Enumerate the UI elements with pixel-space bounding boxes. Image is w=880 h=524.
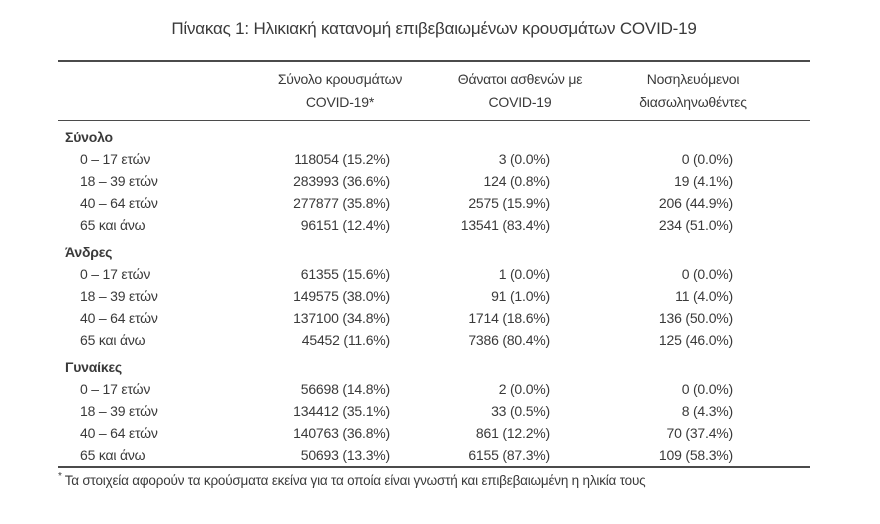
cases-value: 50693 (13.3%) [300, 447, 390, 463]
age-cell: 18 – 39 ετών [80, 288, 158, 304]
intubated-value: 125 (46.0%) [658, 332, 733, 348]
intubated-value: 0 (0.0%) [681, 266, 734, 282]
age-cell: 65 και άνω [80, 447, 146, 463]
table-row: 40 – 64 ετών 137100 (34.8%) 1714 (18.6%)… [58, 307, 810, 329]
cases-value: 283993 (36.6%) [293, 173, 390, 189]
group-row-total: Σύνολο [58, 121, 810, 149]
age-cell: 65 και άνω [80, 217, 146, 233]
table-row: 18 – 39 ετών 283993 (36.6%) 124 (0.8%) 1… [58, 170, 810, 192]
column-header-deaths: Θάνατοι ασθενών με COVID-19 [430, 61, 610, 121]
deaths-value: 124 (0.8%) [483, 173, 551, 189]
column-header-cases-line1: Σύνολο κρουσμάτων [277, 71, 403, 87]
table-title: Πίνακας 1: Ηλικιακή κατανομή επιβεβαιωμέ… [171, 19, 697, 38]
cases-value: 149575 (38.0%) [293, 288, 390, 304]
cases-value: 96151 (12.4%) [300, 217, 390, 233]
intubated-value: 11 (4.0%) [675, 288, 733, 304]
deaths-value: 861 (12.2%) [475, 425, 550, 441]
intubated-value: 0 (0.0%) [681, 151, 734, 167]
column-header-intubated-line1: Νοσηλευόμενοι [646, 71, 740, 87]
deaths-value: 6155 (87.3%) [468, 447, 550, 463]
deaths-value: 13541 (83.4%) [460, 217, 550, 233]
intubated-value: 109 (58.3%) [658, 447, 733, 463]
table-footnote: * Τα στοιχεία αφορούν τα κρούσματα εκείνα… [58, 471, 810, 489]
corner-cell [58, 61, 250, 121]
cases-value: 137100 (34.8%) [293, 310, 390, 326]
table-row: 65 και άνω 50693 (13.3%) 6155 (87.3%) 10… [58, 444, 810, 467]
table-row: 40 – 64 ετών 277877 (35.8%) 2575 (15.9%)… [58, 192, 810, 214]
age-cell: 18 – 39 ετών [80, 173, 158, 189]
table-row: 18 – 39 ετών 134412 (35.1%) 33 (0.5%) 8 … [58, 400, 810, 422]
deaths-value: 2575 (15.9%) [468, 195, 550, 211]
intubated-value: 8 (4.3%) [681, 403, 734, 419]
cases-value: 277877 (35.8%) [293, 195, 390, 211]
intubated-value: 70 (37.4%) [666, 425, 734, 441]
deaths-value: 3 (0.0%) [498, 151, 551, 167]
age-cell: 65 και άνω [80, 332, 146, 348]
intubated-value: 206 (44.9%) [658, 195, 733, 211]
cases-value: 45452 (11.6%) [301, 332, 390, 348]
group-label: Γυναίκες [65, 359, 122, 375]
table-row: 0 – 17 ετών 61355 (15.6%) 1 (0.0%) 0 (0.… [58, 263, 810, 285]
column-header-cases-line2: COVID-19* [305, 94, 375, 110]
deaths-value: 2 (0.0%) [498, 381, 551, 397]
age-cell: 40 – 64 ετών [80, 425, 158, 441]
deaths-value: 1 (0.0%) [498, 266, 551, 282]
table-row: 0 – 17 ετών 56698 (14.8%) 2 (0.0%) 0 (0.… [58, 378, 810, 400]
age-cell: 18 – 39 ετών [80, 403, 158, 419]
group-row-men: Άνδρες [58, 236, 810, 263]
deaths-value: 91 (1.0%) [491, 288, 550, 304]
footnote-asterisk: * [58, 471, 62, 482]
footnote-text: Τα στοιχεία αφορούν τα κρούσματα εκείνα … [64, 473, 646, 488]
group-label: Σύνολο [65, 129, 113, 145]
table-row: 40 – 64 ετών 140763 (36.8%) 861 (12.2%) … [58, 422, 810, 444]
age-cell: 40 – 64 ετών [80, 195, 158, 211]
deaths-value: 1714 (18.6%) [468, 310, 550, 326]
column-header-deaths-line2: COVID-19 [488, 94, 552, 110]
column-header-deaths-line1: Θάνατοι ασθενών με [457, 71, 583, 87]
column-header-intubated: Νοσηλευόμενοι διασωληνωθέντες [610, 61, 810, 121]
cases-value: 118054 (15.2%) [294, 151, 390, 167]
intubated-value: 234 (51.0%) [658, 217, 733, 233]
age-cell: 40 – 64 ετών [80, 310, 158, 326]
age-cell: 0 – 17 ετών [80, 381, 151, 397]
group-label: Άνδρες [65, 244, 113, 260]
column-header-intubated-line2: διασωληνωθέντες [639, 94, 747, 110]
column-header-cases: Σύνολο κρουσμάτων COVID-19* [250, 61, 430, 121]
table-row: 65 και άνω 45452 (11.6%) 7386 (80.4%) 12… [58, 329, 810, 351]
report-sheet: Πίνακας 1: Ηλικιακή κατανομή επιβεβαιωμέ… [58, 0, 810, 488]
covid-age-distribution-table: Σύνολο κρουσμάτων COVID-19* Θάνατοι ασθε… [58, 60, 810, 468]
deaths-value: 33 (0.5%) [491, 403, 550, 419]
intubated-value: 136 (50.0%) [658, 310, 733, 326]
cases-value: 56698 (14.8%) [300, 381, 390, 397]
table-row: 0 – 17 ετών 118054 (15.2%) 3 (0.0%) 0 (0… [58, 148, 810, 170]
age-cell: 0 – 17 ετών [80, 151, 151, 167]
cases-value: 134412 (35.1%) [293, 403, 390, 419]
group-row-women: Γυναίκες [58, 351, 810, 378]
header-row: Σύνολο κρουσμάτων COVID-19* Θάνατοι ασθε… [58, 61, 810, 121]
table-row: 65 και άνω 96151 (12.4%) 13541 (83.4%) 2… [58, 214, 810, 236]
deaths-value: 7386 (80.4%) [468, 332, 550, 348]
cases-value: 61355 (15.6%) [300, 266, 390, 282]
intubated-value: 0 (0.0%) [681, 381, 734, 397]
table-row: 18 – 39 ετών 149575 (38.0%) 91 (1.0%) 11… [58, 285, 810, 307]
intubated-value: 19 (4.1%) [674, 173, 733, 189]
age-cell: 0 – 17 ετών [80, 266, 151, 282]
cases-value: 140763 (36.8%) [293, 425, 390, 441]
